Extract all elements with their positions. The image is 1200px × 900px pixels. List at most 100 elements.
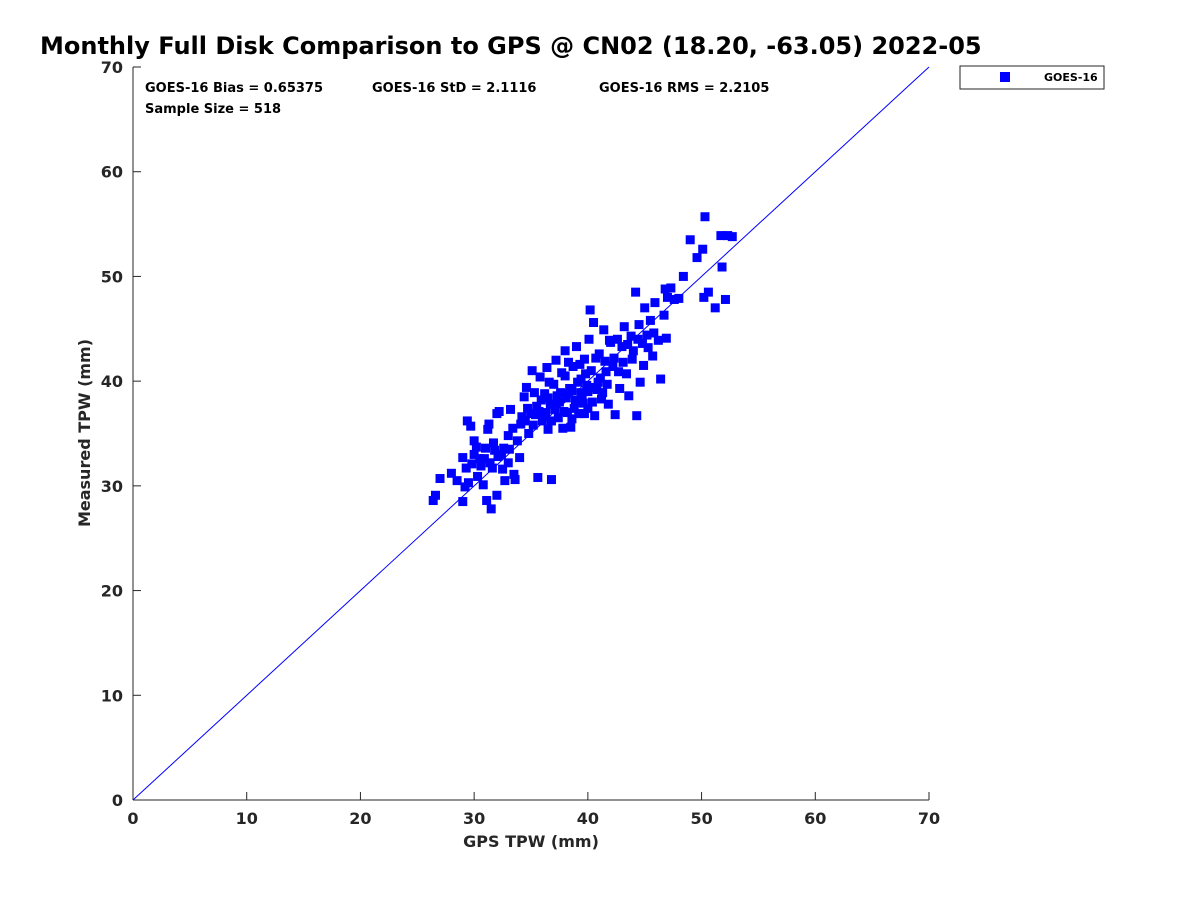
- data-point: [575, 359, 585, 369]
- data-point: [571, 342, 581, 352]
- data-point: [500, 476, 510, 486]
- data-point: [716, 231, 726, 241]
- data-point: [519, 392, 529, 402]
- data-point: [521, 382, 531, 392]
- data-point: [590, 411, 600, 421]
- data-point: [645, 315, 655, 325]
- data-point: [554, 397, 564, 407]
- data-point: [528, 420, 538, 430]
- data-point: [648, 351, 658, 361]
- data-point: [635, 377, 645, 387]
- data-point: [720, 294, 730, 304]
- data-point: [585, 305, 595, 315]
- data-point: [469, 449, 479, 459]
- legend-marker: [1000, 72, 1010, 82]
- y-tick-label: 10: [101, 686, 123, 705]
- data-point: [582, 380, 592, 390]
- data-point: [583, 387, 593, 397]
- data-point: [567, 386, 577, 396]
- data-point: [503, 431, 513, 441]
- data-point: [483, 424, 493, 434]
- y-tick-label: 60: [101, 163, 123, 182]
- data-point: [557, 368, 567, 378]
- data-point: [700, 212, 710, 222]
- data-point: [662, 292, 672, 302]
- data-point: [703, 287, 713, 297]
- data-point: [482, 496, 492, 506]
- data-point: [535, 372, 545, 382]
- data-point: [515, 453, 525, 463]
- data-point: [520, 416, 530, 426]
- data-point: [610, 410, 620, 420]
- x-tick-label: 70: [918, 809, 940, 828]
- data-point: [717, 262, 727, 272]
- data-point: [615, 383, 625, 393]
- x-tick-label: 10: [236, 809, 258, 828]
- data-point: [640, 303, 650, 313]
- data-point: [458, 453, 468, 463]
- data-point: [558, 423, 568, 433]
- data-point: [659, 310, 669, 320]
- data-point: [485, 458, 495, 468]
- data-point: [539, 412, 549, 422]
- data-point: [631, 287, 641, 297]
- data-point: [529, 388, 539, 398]
- data-point: [579, 409, 589, 419]
- data-point: [569, 403, 579, 413]
- data-point: [546, 475, 556, 485]
- data-point: [493, 452, 503, 462]
- data-point: [532, 401, 542, 411]
- data-point: [534, 407, 544, 417]
- data-point: [627, 354, 637, 364]
- y-tick-label: 30: [101, 477, 123, 496]
- data-point: [642, 330, 652, 340]
- data-point: [597, 394, 607, 404]
- x-tick-label: 0: [127, 809, 138, 828]
- data-point: [633, 334, 643, 344]
- y-tick-label: 20: [101, 582, 123, 601]
- x-tick-label: 50: [690, 809, 712, 828]
- data-point: [553, 413, 563, 423]
- data-point: [598, 388, 608, 398]
- data-point: [669, 294, 679, 304]
- data-point: [583, 403, 593, 413]
- y-tick-label: 0: [112, 791, 123, 810]
- data-points: [428, 212, 737, 514]
- data-point: [499, 443, 509, 453]
- data-point: [608, 361, 618, 371]
- data-point: [710, 303, 720, 313]
- data-point: [428, 496, 438, 506]
- data-point: [543, 393, 553, 403]
- x-tick-label: 40: [577, 809, 599, 828]
- data-point: [479, 454, 489, 464]
- data-point: [542, 363, 552, 373]
- legend-box: [959, 65, 1105, 90]
- data-point: [476, 461, 486, 471]
- data-point: [723, 231, 733, 241]
- data-point: [634, 320, 644, 330]
- data-point: [618, 357, 628, 367]
- rms-stat: GOES-16 RMS = 2.2105: [599, 81, 769, 96]
- data-point: [446, 468, 456, 478]
- data-point: [574, 409, 584, 419]
- data-point: [526, 409, 536, 419]
- data-point: [727, 232, 737, 242]
- data-point: [504, 444, 514, 454]
- y-tick-label: 40: [101, 372, 123, 391]
- data-point: [628, 346, 638, 356]
- data-point: [619, 322, 629, 332]
- data-point: [591, 353, 601, 363]
- data-point: [506, 404, 516, 414]
- data-point: [643, 343, 653, 353]
- data-point: [430, 490, 440, 500]
- data-point: [617, 342, 627, 352]
- data-point: [602, 379, 612, 389]
- data-point: [548, 399, 558, 409]
- data-point: [568, 361, 578, 371]
- data-point: [573, 377, 583, 387]
- data-point: [484, 419, 494, 429]
- data-point: [587, 382, 597, 392]
- x-tick-label: 30: [463, 809, 485, 828]
